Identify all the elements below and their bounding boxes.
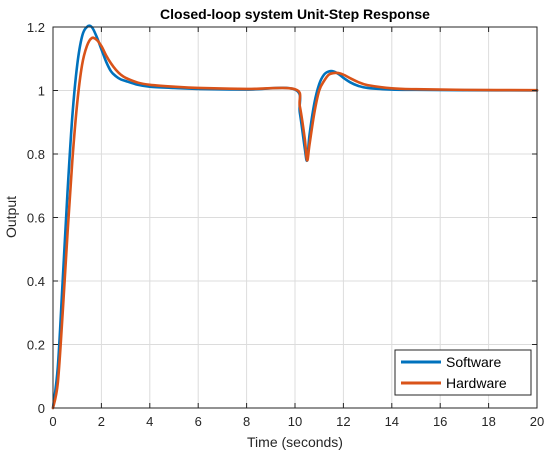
- x-tick-label: 8: [243, 414, 250, 429]
- legend-box: [394, 349, 532, 396]
- x-tick-label: 18: [481, 414, 495, 429]
- y-axis-label: Output: [3, 196, 19, 238]
- y-tick-label: 1: [38, 84, 45, 99]
- chart-title: Closed-loop system Unit-Step Response: [160, 6, 430, 22]
- x-tick-label: 4: [146, 414, 153, 429]
- x-tick-label: 0: [49, 414, 56, 429]
- x-tick-label: 2: [98, 414, 105, 429]
- axis-ticks: 0 2 4 6 8 10 12 14 16 18 20 0 0.2 0.4 0.6 0.8 1 1.2: [27, 20, 544, 429]
- legend-label-software: Software: [446, 354, 501, 370]
- x-tick-label: 20: [530, 414, 544, 429]
- x-tick-label: 12: [336, 414, 350, 429]
- x-tick-label: 14: [385, 414, 399, 429]
- y-tick-label: 0.6: [27, 211, 45, 226]
- y-tick-label: 0.8: [27, 147, 45, 162]
- y-tick-label: 0: [38, 401, 45, 416]
- x-axis-label: Time (seconds): [247, 434, 343, 450]
- y-tick-label: 0.2: [27, 338, 45, 353]
- legend-label-hardware: Hardware: [446, 375, 507, 391]
- series-line-hardware: [51, 36, 539, 410]
- series-lines: [51, 24, 539, 410]
- x-tick-label: 6: [195, 414, 202, 429]
- y-tick-label: 1.2: [27, 20, 45, 35]
- legend: Software Hardware: [394, 349, 532, 396]
- y-tick-label: 0.4: [27, 274, 45, 289]
- x-tick-label: 10: [288, 414, 302, 429]
- x-tick-label: 16: [433, 414, 447, 429]
